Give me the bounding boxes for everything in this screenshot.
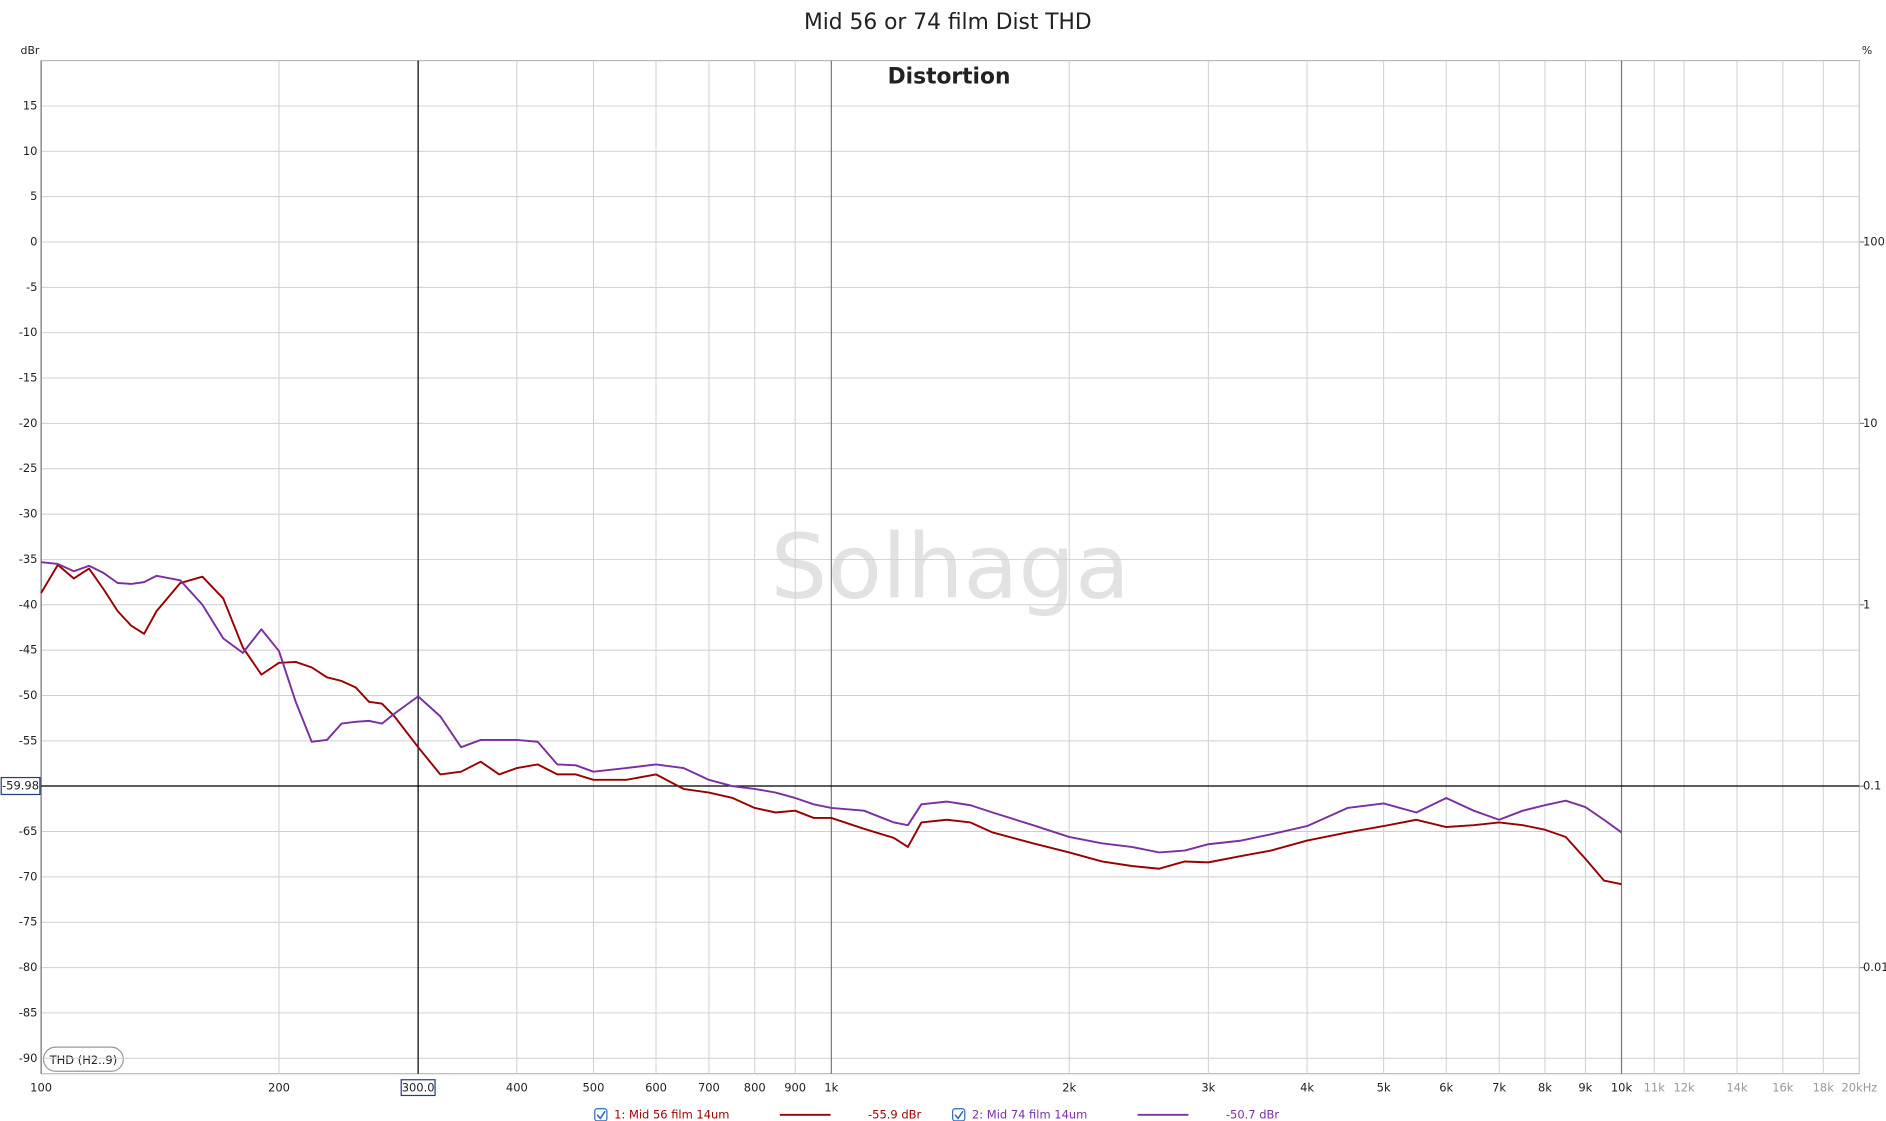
y-tick-label: -55 [19, 733, 38, 747]
y2-tick-label: 0.01 [1863, 960, 1886, 974]
legend-label: 1: Mid 56 film 14um [614, 1107, 729, 1121]
y-tick-label: -85 [19, 1005, 38, 1019]
y2-axis-label: % [1862, 44, 1872, 57]
cursor-x-label: 300.0 [402, 1081, 435, 1095]
plot-area [40, 59, 1861, 1075]
x-tick-label: 10k [1611, 1081, 1633, 1095]
y-tick-label: -40 [19, 597, 38, 611]
y-tick-label: 10 [23, 144, 38, 158]
legend-check [596, 1110, 606, 1120]
y-tick-label: -65 [19, 824, 38, 838]
legend-label: 2: Mid 74 film 14um [972, 1107, 1087, 1121]
y-tick-label: -25 [19, 461, 38, 475]
chart-subtitle: Distortion [888, 65, 1011, 90]
legend-check [954, 1110, 964, 1120]
y-tick-label: 5 [30, 189, 37, 203]
y-tick-label: -10 [19, 325, 38, 339]
y-tick-label: -20 [19, 416, 38, 430]
cursor-y-box [0, 776, 41, 796]
series-line [40, 563, 1622, 886]
y-tick-label: -15 [19, 371, 38, 385]
x-tick-label: 4k [1300, 1081, 1314, 1095]
y-tick-label: -50 [19, 688, 38, 702]
x-tick-label: 6k [1439, 1081, 1453, 1095]
legend-value: -55.9 dBr [868, 1107, 921, 1121]
y2-tick-label: 1 [1863, 597, 1870, 611]
x-tick-label: 1k [824, 1081, 838, 1095]
x-tick-label: 600 [645, 1081, 667, 1095]
legend-checkbox [594, 1108, 608, 1121]
x-tick-label: 14k [1726, 1081, 1748, 1095]
x-tick-label: 5k [1377, 1081, 1391, 1095]
x-tick-label: 800 [744, 1081, 766, 1095]
x-tick-label: 8k [1538, 1081, 1552, 1095]
y2-tick-label: 10 [1863, 416, 1878, 430]
x-tick-label: 900 [784, 1081, 806, 1095]
y-tick-label: -5 [26, 280, 37, 294]
y2-tick-label: 0.1 [1863, 779, 1881, 793]
measurement-label: THD (H2..9) [49, 1053, 118, 1067]
x-tick-label: 16k [1772, 1081, 1794, 1095]
y-tick-label: -80 [19, 960, 38, 974]
x-tick-label: 3k [1201, 1081, 1215, 1095]
x-tick-label: 500 [582, 1081, 604, 1095]
watermark: Solhaga [771, 516, 1130, 620]
x-tick-label: 9k [1578, 1081, 1592, 1095]
y-axis-label: dBr [21, 44, 40, 57]
y-tick-label: -75 [19, 915, 38, 929]
legend-value: -50.7 dBr [1226, 1107, 1279, 1121]
x-tick-label: 400 [506, 1081, 528, 1095]
measurement-badge [42, 1046, 124, 1072]
chart-title: Mid 56 or 74 film Dist THD [804, 10, 1092, 35]
y-tick-label: 15 [23, 98, 38, 112]
x-tick-label: 11k [1644, 1081, 1666, 1095]
y-tick-label: -70 [19, 869, 38, 883]
x-tick-label: 2k [1062, 1081, 1076, 1095]
legend-checkbox [952, 1108, 966, 1121]
y-tick-label: -30 [19, 507, 38, 521]
y-tick-label: -45 [19, 643, 38, 657]
x-tick-label: 18k [1813, 1081, 1835, 1095]
y2-tick-label: 100 [1863, 234, 1885, 248]
cursor-x-box [400, 1079, 436, 1097]
x-tick-label: 7k [1492, 1081, 1506, 1095]
cursor-y-label: -59.98 [2, 779, 39, 793]
x-tick-label: 100 [30, 1081, 52, 1095]
y-tick-label: 0 [30, 234, 37, 248]
x-tick-label: 200 [268, 1081, 290, 1095]
x-tick-label: 12k [1673, 1081, 1695, 1095]
x-tick-label: 20kHz [1841, 1081, 1877, 1095]
series-line [41, 561, 1623, 854]
y-tick-label: -90 [19, 1051, 38, 1065]
y-tick-label: -35 [19, 552, 38, 566]
x-tick-label: 700 [698, 1081, 720, 1095]
